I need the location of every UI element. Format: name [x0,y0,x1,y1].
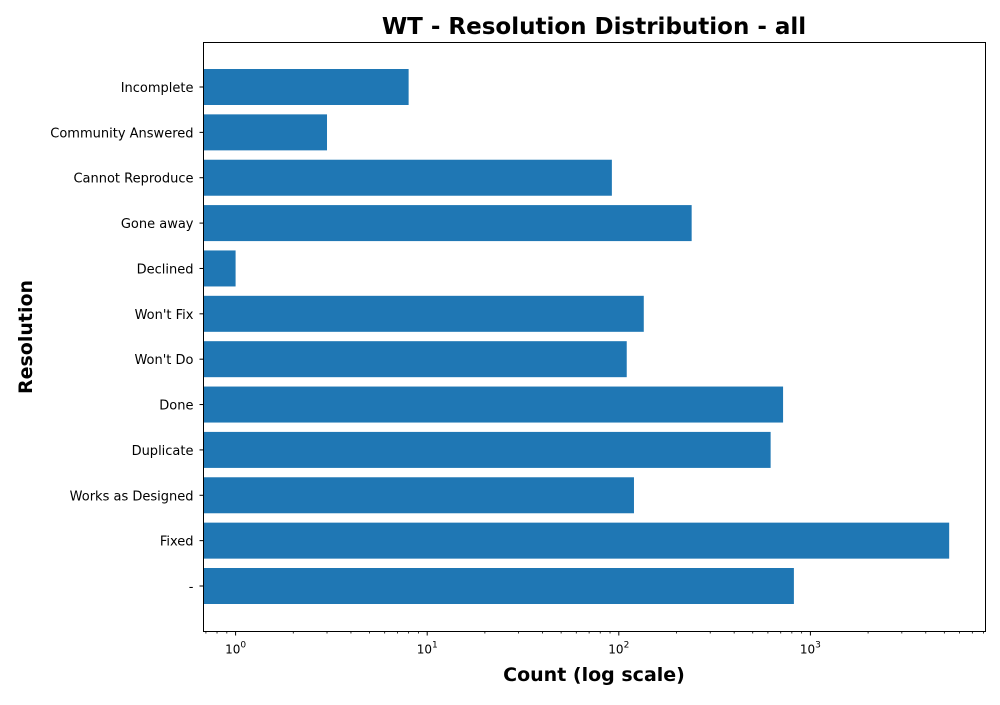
x-tick-label: 100 [225,641,246,657]
chart-title: WT - Resolution Distribution - all [382,14,806,40]
y-tick-label: - [189,580,194,595]
bar-community-answered [203,114,328,151]
bar-incomplete [203,69,409,105]
y-tick-label: Cannot Reproduce [73,172,193,187]
bar-blank [203,568,794,604]
y-tick-label: Won't Fix [135,308,194,323]
y-tick-label: Works as Designed [70,489,194,504]
y-tick-label: Fixed [160,535,194,550]
y-tick-label: Duplicate [132,444,194,459]
y-tick-label: Won't Do [134,353,193,368]
y-ticks-group: - Fixed Works as Designed Duplicate Done Won'… [50,81,204,595]
y-tick-label: Gone away [121,217,194,232]
y-tick-label: Incomplete [121,81,194,96]
y-tick-label: Done [159,399,193,414]
bar-cannot-reproduce [203,159,612,196]
x-axis-label: Count (log scale) [503,664,685,686]
bar-won-t-do [203,341,627,378]
bar-gone-away [203,205,692,242]
x-tick-label: 103 [800,641,821,657]
x-tick-label: 101 [417,641,438,657]
bar-won-t-fix [203,295,644,332]
bars-group [203,69,950,604]
bar-done [203,386,784,423]
y-tick-label: Community Answered [50,126,193,141]
y-tick-label: Declined [137,262,194,277]
y-axis-label: Resolution [15,280,37,394]
bar-duplicate [203,431,771,468]
x-ticks-group: 100 101 102 103 [205,631,984,657]
bar-fixed [203,522,950,559]
bar-declined [203,250,236,287]
plot-frame [203,42,986,632]
bar-works-as-designed [203,477,634,514]
x-tick-label: 102 [608,641,629,657]
